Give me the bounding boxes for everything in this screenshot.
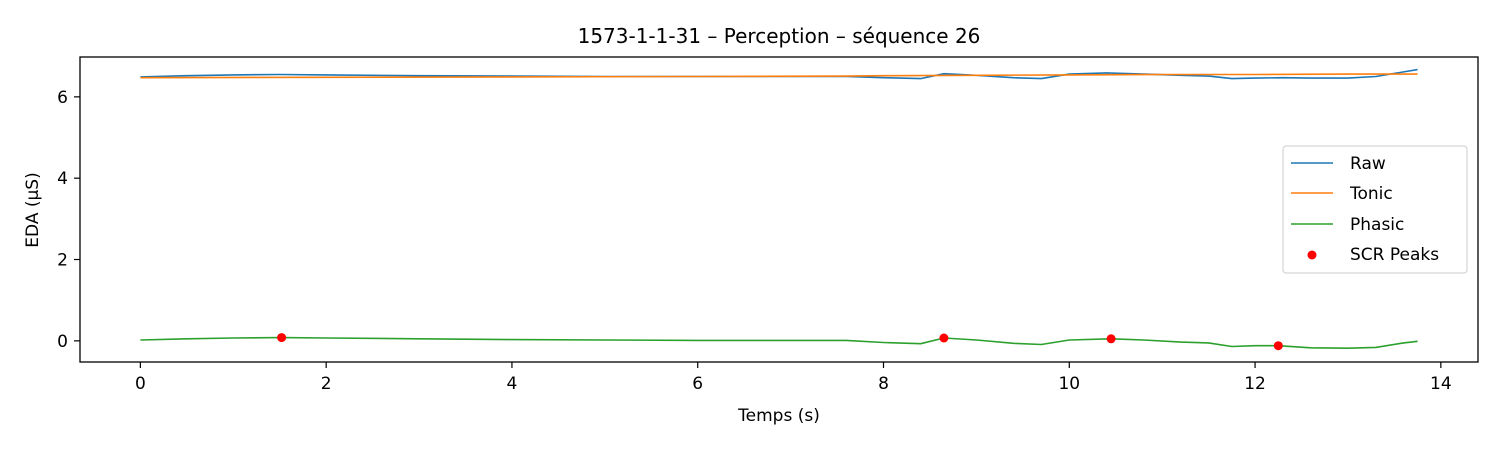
y-tick-label: 0 — [57, 332, 68, 352]
phasic-series-line — [140, 336, 1418, 350]
legend-raw-label: Raw — [1350, 154, 1386, 174]
legend-box — [1282, 145, 1468, 274]
legend-scr-peaks-label: SCR Peaks — [1350, 245, 1439, 265]
scr-peak-point — [1273, 341, 1283, 351]
y-tick-label: 4 — [57, 169, 68, 189]
y-tick-label: 6 — [57, 88, 68, 108]
tonic-series-line — [140, 73, 1418, 79]
x-axis: 0 2 4 6 8 10 12 14 — [135, 362, 1452, 394]
scr-peaks-layer — [277, 333, 1283, 351]
legend-tonic-label: Tonic — [1349, 184, 1393, 204]
x-tick-label: 4 — [507, 374, 518, 394]
plot-frame — [79, 56, 1479, 363]
series-layer — [140, 68, 1418, 350]
x-tick-label: 12 — [1244, 374, 1266, 394]
scr-peak-point — [277, 333, 287, 343]
legend-scr-peaks-marker — [1307, 250, 1317, 260]
y-axis-label: EDA (µS) — [23, 172, 43, 247]
x-tick-label: 8 — [878, 374, 889, 394]
x-tick-label: 10 — [1058, 374, 1080, 394]
x-tick-label: 14 — [1430, 374, 1452, 394]
legend: Raw Tonic Phasic SCR Peaks — [1282, 145, 1468, 274]
x-tick-label: 2 — [321, 374, 332, 394]
scr-peak-point — [1106, 334, 1116, 344]
scr-peak-point — [939, 333, 949, 343]
y-axis: 0 2 4 6 — [57, 88, 80, 352]
x-tick-label: 6 — [692, 374, 703, 394]
legend-phasic-label: Phasic — [1350, 215, 1404, 235]
x-tick-label: 0 — [135, 374, 146, 394]
y-tick-label: 2 — [57, 251, 68, 271]
chart-title: 1573-1-1-31 – Perception – séquence 26 — [578, 24, 981, 48]
x-axis-label: Temps (s) — [737, 406, 820, 426]
